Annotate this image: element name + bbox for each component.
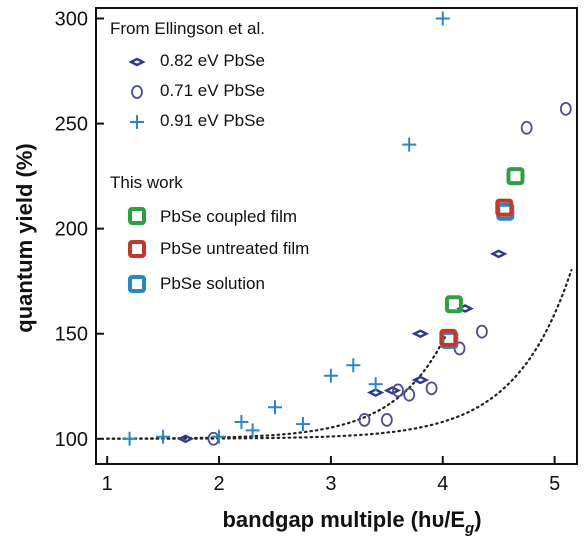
series-0-71-ev-pbse <box>207 101 572 446</box>
x-axis-title: bandgap multiple (hυ/Eg) <box>222 507 481 537</box>
diamond-marker <box>456 304 474 313</box>
square-marker <box>128 240 146 258</box>
legend-marker-untreated-film <box>128 240 146 258</box>
legend-label-082: 0.82 eV PbSe <box>160 51 265 70</box>
data-points <box>122 11 572 446</box>
legend-label-coupled-film: PbSe coupled film <box>160 207 297 226</box>
legend-group1-title: From Ellingson et al. <box>110 19 265 38</box>
plus-marker <box>323 368 338 383</box>
y-tick-label: 300 <box>55 9 88 31</box>
series-pbse-solution <box>440 202 515 349</box>
y-ticks: 100 150 200 250 300 <box>55 9 104 451</box>
square-marker <box>495 198 514 217</box>
plus-marker <box>234 414 249 429</box>
circle-marker <box>559 101 572 116</box>
square-marker <box>128 275 146 293</box>
fit-curve <box>106 269 573 440</box>
legend-marker-plus <box>130 115 144 129</box>
plus-marker <box>156 429 171 444</box>
x-tick-label: 1 <box>102 473 113 495</box>
plus-marker <box>295 417 310 432</box>
plus-marker <box>435 11 450 26</box>
legend-group2-title: This work <box>110 173 183 192</box>
legend-marker-diamond <box>128 57 146 67</box>
diamond-marker <box>490 249 508 259</box>
circle-marker <box>380 412 393 427</box>
y-axis-title: quantum yield (%) <box>12 143 37 332</box>
plus-marker <box>130 115 144 129</box>
plus-marker <box>346 358 361 373</box>
plus-marker <box>245 423 260 438</box>
square-marker <box>439 328 458 347</box>
square-marker <box>128 207 146 225</box>
legend-marker-solution <box>128 275 146 293</box>
legend-marker-coupled-film <box>128 207 146 225</box>
diamond-marker <box>366 388 385 397</box>
diamond-marker <box>383 386 402 395</box>
plus-marker <box>267 400 282 415</box>
legend-label-071: 0.71 eV PbSe <box>160 81 265 100</box>
legend-label-solution: PbSe solution <box>160 274 265 293</box>
y-tick-label: 200 <box>55 219 88 241</box>
series-pbse-coupled-film <box>444 167 525 314</box>
circle-marker <box>358 412 371 427</box>
diamond-marker <box>411 375 430 385</box>
diamond-marker <box>176 434 195 444</box>
legend: From Ellingson et al. 0.82 eV PbSe 0.71 … <box>110 19 309 293</box>
x-tick-label: 4 <box>437 473 448 495</box>
legend-label-untreated-film: PbSe untreated film <box>160 239 309 258</box>
axes <box>95 7 578 465</box>
series-0-82-ev-pbse <box>176 249 508 444</box>
plus-marker <box>368 377 383 392</box>
circle-marker <box>520 120 533 135</box>
legend-label-091: 0.91 eV PbSe <box>160 111 265 130</box>
circle-marker <box>403 387 416 402</box>
square-marker <box>444 295 463 314</box>
fit-curves <box>106 269 573 440</box>
diamond-marker <box>411 329 430 339</box>
y-tick-label: 100 <box>55 429 88 451</box>
x-tick-label: 5 <box>549 473 560 495</box>
plus-marker <box>212 429 227 444</box>
series-pbse-untreated-film <box>439 198 514 347</box>
square-marker <box>506 167 525 186</box>
x-ticks: 1 2 3 4 5 <box>102 456 560 495</box>
circle-marker <box>392 383 404 398</box>
y-tick-label: 150 <box>55 324 88 346</box>
circle-marker <box>425 381 438 396</box>
plus-marker <box>402 137 417 152</box>
diamond-marker <box>128 57 146 67</box>
series-0-91-ev-pbse <box>122 11 450 446</box>
x-tick-label: 2 <box>213 473 224 495</box>
legend-marker-circle <box>131 85 143 99</box>
circle-marker <box>476 324 488 339</box>
x-tick-label: 3 <box>325 473 336 495</box>
circle-marker <box>131 85 143 99</box>
plus-marker <box>122 431 137 446</box>
y-tick-label: 250 <box>55 114 88 136</box>
plot-frame <box>95 7 578 465</box>
